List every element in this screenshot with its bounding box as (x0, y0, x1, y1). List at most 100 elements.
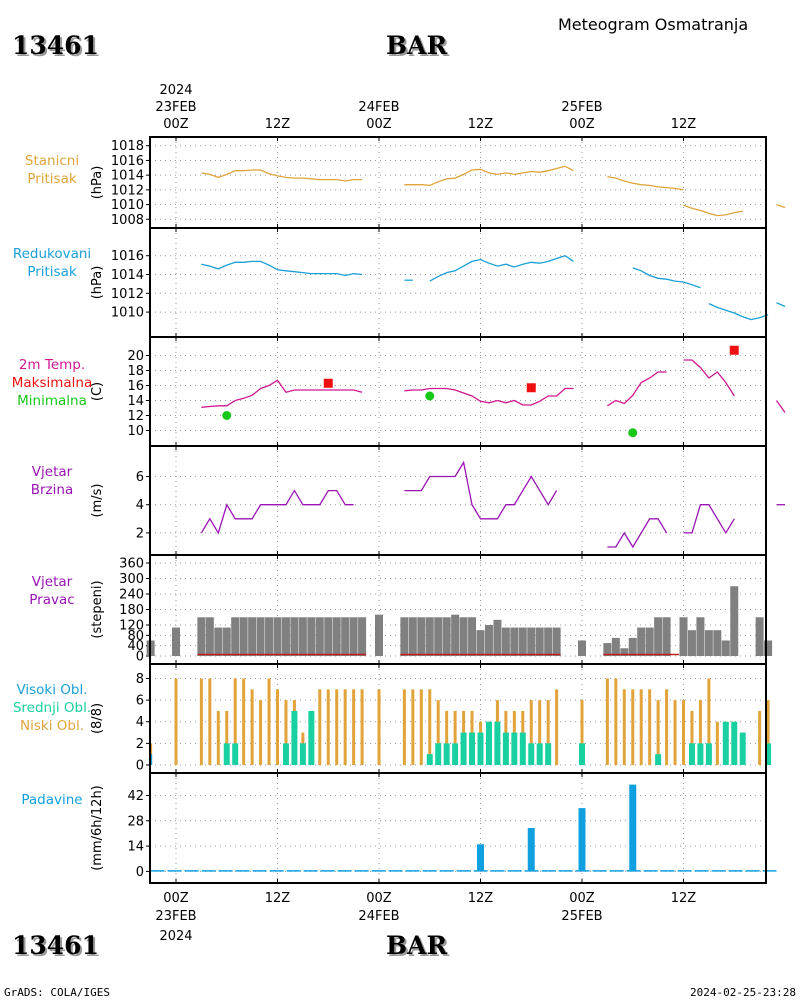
panel-wind-speed: 2 4 6 (m/s) Vjetar Brzina (31, 445, 785, 556)
y-tick-label: 42 (127, 789, 144, 804)
timestamp-text: 2024-02-25-23:28 (690, 986, 796, 999)
y-tick-label: 2 (136, 737, 144, 752)
series-line (683, 204, 743, 217)
top-year-label: 2024 (159, 83, 192, 98)
wind-direction-bar (755, 617, 764, 656)
y-tick-label: 1012 (111, 183, 144, 198)
cloud-mid-bar (426, 754, 433, 765)
series-line (201, 379, 363, 408)
wind-direction-bar (231, 617, 240, 656)
cloud-mid-bar (308, 710, 315, 765)
cloud-low-bar (656, 700, 660, 765)
series-line (429, 254, 574, 282)
wind-direction-bar (501, 627, 510, 656)
bottom-date-label: 25FEB (561, 909, 602, 924)
cloud-low-bar (445, 710, 449, 765)
wind-direction-bar (358, 617, 367, 656)
y-tick-label: 1014 (111, 169, 144, 184)
y-tick-label: 14 (127, 840, 144, 855)
y-tick-label: 240 (119, 588, 144, 603)
chart-title: Meteogram Osmatranja (558, 15, 748, 34)
wind-direction-bar (628, 637, 637, 656)
series-line (201, 169, 363, 182)
panel-frame (149, 772, 767, 884)
panel-label-line: Srednji Obl. (13, 700, 91, 716)
series-line (776, 302, 786, 308)
wind-direction-bar (704, 630, 713, 656)
bottom-hour-label: 00Z (366, 891, 392, 906)
cloud-low-bar (690, 710, 694, 765)
cloud-low-bar (453, 710, 457, 765)
cloud-low-bar (639, 689, 643, 765)
wind-direction-bar (172, 627, 180, 656)
cloud-low-bar (242, 678, 246, 765)
wind-direction-bar (290, 617, 299, 656)
cloud-low-bar (284, 700, 288, 765)
y-tick-label: 1008 (111, 213, 144, 228)
top-hour-label: 12Z (671, 117, 697, 132)
panel-label-line: Pravac (29, 592, 74, 608)
panel-reduced-pressure: 1010 1012 1014 1016 (hPa) Redukovani Pritisak (13, 227, 786, 338)
cloud-low-bar (267, 678, 271, 765)
wind-direction-bar (265, 617, 274, 656)
wind-direction-bar (239, 617, 248, 656)
cloud-mid-bar (519, 732, 526, 765)
y-tick-label: 360 (119, 557, 144, 572)
cloud-low-bar (419, 689, 423, 765)
wind-direction-bar (408, 617, 417, 656)
y-axis-unit: (m/s) (90, 484, 105, 518)
panel-frame (149, 227, 767, 338)
cloud-low-bar (529, 700, 533, 765)
footer-station-code: BAR (386, 931, 448, 960)
series-line (404, 460, 558, 520)
panel-label-line: Vjetar (32, 464, 73, 480)
bottom-hour-label: 12Z (468, 891, 494, 906)
y-tick-label: 120 (119, 619, 144, 634)
y-tick-label: 1010 (111, 198, 144, 213)
cloud-mid-bar (688, 743, 695, 765)
bottom-time-axis: 00Z 12Z 00Z 12Z 00Z 12Z 23FEB 24FEB 25FEB (155, 891, 696, 924)
wind-direction-bar (425, 617, 434, 656)
panel-frame (149, 445, 767, 556)
wind-direction-bar (611, 637, 620, 656)
wind-direction-bar (721, 640, 730, 656)
wind-direction-bar (620, 648, 629, 656)
y-tick-label: 300 (119, 572, 144, 587)
wind-direction-bar (730, 586, 739, 656)
cloud-mid-bar (697, 743, 704, 765)
cloud-low-bar (216, 710, 220, 765)
wind-direction-bar (493, 619, 502, 656)
y-tick-label: 4 (136, 715, 144, 730)
y-tick-label: 4 (136, 498, 144, 513)
precip-bar (527, 828, 535, 872)
cloud-mid-bar (223, 743, 230, 765)
cloud-mid-bar (511, 732, 518, 765)
cloud-mid-bar (469, 732, 476, 765)
panel-label-line: Maksimalna (12, 375, 93, 391)
wind-direction-bar (434, 617, 443, 656)
wind-direction-bar (578, 640, 586, 656)
y-tick-label: 180 (119, 603, 144, 618)
cloud-low-bar (707, 678, 711, 765)
cloud-mid-bar (291, 710, 298, 765)
wind-direction-bar (696, 617, 705, 656)
footer-station-number: 13461 (12, 931, 99, 960)
top-hour-label: 00Z (569, 117, 595, 132)
cloud-low-bar (411, 689, 415, 765)
cloud-low-bar (318, 689, 322, 765)
cloud-mid-bar (299, 743, 306, 765)
precip-bar (578, 808, 586, 872)
wind-direction-bar (442, 617, 451, 656)
series-line (776, 203, 786, 209)
series-line (201, 260, 363, 277)
wind-direction-bar (518, 627, 527, 656)
wind-direction-bar (315, 617, 324, 656)
wind-direction-bar (654, 617, 663, 656)
y-tick-label: 1016 (111, 154, 144, 169)
precip-bar (477, 844, 484, 872)
panel-frame (149, 136, 767, 229)
cloud-low-bar (758, 710, 762, 765)
cloud-mid-bar (536, 743, 543, 765)
wind-direction-bar (468, 617, 477, 656)
